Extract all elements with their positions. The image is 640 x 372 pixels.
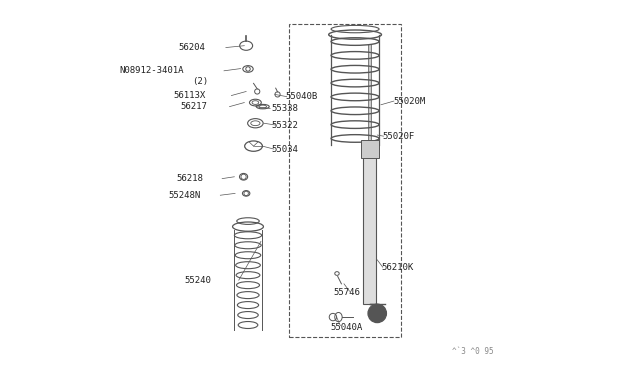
FancyBboxPatch shape [360,140,379,158]
Text: 55338: 55338 [271,104,298,113]
Text: 56218: 56218 [177,174,204,183]
Text: 55040B: 55040B [285,92,317,101]
FancyBboxPatch shape [363,142,376,304]
Text: (2): (2) [193,77,209,86]
FancyBboxPatch shape [369,44,371,140]
Text: 55248N: 55248N [169,191,201,200]
Circle shape [368,304,387,323]
Text: 55040A: 55040A [330,323,363,331]
Text: 56113X: 56113X [173,91,205,100]
Text: 56210K: 56210K [381,263,413,272]
Text: 55240: 55240 [184,276,211,285]
Text: 55034: 55034 [271,145,298,154]
Text: 55322: 55322 [271,121,298,129]
Text: 55746: 55746 [333,288,360,297]
Text: N08912-3401A: N08912-3401A [119,66,184,75]
Text: 55020F: 55020F [383,132,415,141]
Text: 56217: 56217 [180,102,207,111]
Text: 55020M: 55020M [394,97,426,106]
Text: ^`3 ^0 95: ^`3 ^0 95 [452,347,493,356]
Text: 56204: 56204 [179,43,205,52]
